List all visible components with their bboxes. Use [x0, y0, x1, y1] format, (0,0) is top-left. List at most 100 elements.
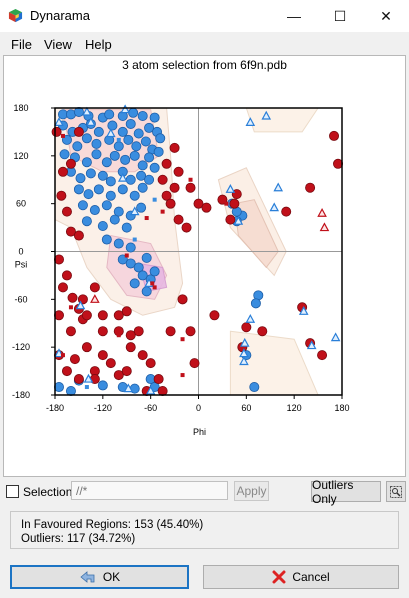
favoured-point	[125, 118, 136, 129]
glycine-favoured-point	[261, 110, 272, 120]
favoured-point	[155, 133, 166, 144]
outlier-point	[69, 354, 80, 365]
favoured-point	[144, 152, 155, 163]
selection-input[interactable]	[71, 481, 228, 500]
glycine-favoured-point	[225, 184, 236, 193]
favoured-point	[120, 154, 131, 165]
proline-outlier-point	[124, 253, 129, 258]
favoured-point	[97, 380, 108, 391]
outlier-point	[137, 350, 148, 361]
favoured-point	[73, 184, 84, 195]
selection-checkbox[interactable]	[6, 485, 19, 498]
favoured-point	[72, 141, 83, 152]
favoured-point	[91, 149, 102, 160]
x-tick-label: 180	[334, 403, 349, 413]
minimize-button[interactable]: —	[271, 0, 317, 32]
proline-outlier-point	[68, 305, 73, 310]
glycine-favoured-point	[105, 128, 116, 138]
y-tick-label: 180	[13, 103, 28, 113]
outlier-point	[57, 166, 68, 177]
outliers-stat: Outliers: 117 (34.72%)	[21, 533, 136, 545]
outlier-point	[81, 342, 92, 353]
outlier-point	[329, 130, 340, 141]
y-tick-label: -120	[12, 342, 30, 352]
apply-button[interactable]: Apply	[234, 481, 269, 501]
outlier-point	[157, 174, 168, 185]
favoured-stat: In Favoured Regions: 153 (45.40%)	[21, 519, 204, 531]
menu-view[interactable]: View	[44, 37, 72, 52]
favoured-point	[125, 242, 136, 253]
cancel-button[interactable]: Cancel	[203, 565, 399, 589]
favoured-point	[153, 146, 164, 157]
proline-outlier-point	[150, 281, 155, 286]
zoom-button[interactable]	[386, 481, 406, 502]
maximize-icon: ☐	[333, 7, 347, 24]
close-icon: ✕	[380, 7, 392, 24]
outlier-point	[121, 366, 132, 377]
y-tick-label: -60	[14, 294, 27, 304]
ok-label: OK	[102, 570, 121, 584]
favoured-point	[117, 184, 128, 195]
outlier-point	[281, 206, 292, 217]
favoured-point	[136, 202, 147, 213]
outlier-point	[201, 202, 212, 213]
outlier-point	[113, 310, 124, 321]
proline-outlier-point	[180, 373, 185, 378]
favoured-point	[133, 128, 144, 139]
proline-outlier-point	[60, 133, 65, 138]
outlier-point	[125, 342, 136, 353]
outlier-point	[73, 230, 84, 241]
proline-favoured-point	[116, 137, 121, 142]
ramachandran-plot[interactable]: -180 -120 -60 0 60 120 180 180 120 60 0 -60 -120 -180…	[3, 72, 404, 472]
close-button[interactable]: ✕	[363, 0, 409, 32]
proline-outlier-point	[224, 201, 229, 206]
proline-favoured-point	[152, 197, 157, 202]
favoured-point	[149, 162, 160, 173]
outlier-point	[209, 310, 220, 321]
favoured-point	[137, 160, 148, 171]
glycine-favoured-point	[245, 314, 256, 323]
x-tick-label: -120	[94, 403, 112, 413]
plot-title: 3 atom selection from 6f9n.pdb	[122, 58, 287, 72]
y-tick-label: 60	[16, 199, 26, 209]
outlier-point	[177, 294, 188, 305]
outlier-point	[161, 190, 172, 201]
glycine-favoured-point	[117, 172, 128, 182]
outlier-point	[189, 358, 200, 369]
outlier-point	[65, 158, 76, 169]
favoured-point	[97, 170, 108, 181]
dynarama-cube-icon	[8, 8, 23, 23]
outlier-point	[57, 282, 68, 293]
maximize-button[interactable]: ☐	[317, 0, 363, 32]
favoured-point	[53, 382, 64, 393]
favoured-point	[128, 107, 139, 118]
selection-row: Selection Apply Outliers Only	[0, 478, 409, 506]
y-axis-label: Psi	[15, 260, 28, 270]
y-tick-label: 0	[18, 247, 23, 257]
outlier-point	[97, 350, 108, 361]
x-tick-label: 0	[196, 403, 201, 413]
menu-file[interactable]: File	[11, 37, 32, 52]
outlier-point	[145, 358, 156, 369]
favoured-point	[93, 184, 104, 195]
menu-help[interactable]: Help	[85, 37, 112, 52]
favoured-point	[75, 173, 86, 184]
favoured-point	[93, 126, 104, 137]
outlier-point	[161, 158, 172, 169]
favoured-point	[149, 112, 160, 123]
favoured-point	[133, 262, 144, 273]
x-tick-label: -60	[144, 403, 157, 413]
outliers-only-button[interactable]: Outliers Only	[311, 478, 381, 506]
proline-favoured-point	[132, 237, 137, 242]
glycine-favoured-point	[82, 106, 92, 116]
cancel-label: Cancel	[292, 570, 330, 584]
favoured-point	[113, 206, 124, 217]
outlier-point	[61, 270, 72, 281]
favoured-point	[81, 133, 92, 144]
outlier-point	[97, 310, 108, 321]
favoured-point	[65, 386, 76, 397]
favoured-point	[81, 157, 92, 168]
favoured-point	[113, 141, 124, 152]
favoured-point	[107, 120, 118, 131]
ok-button[interactable]: OK	[10, 565, 189, 589]
